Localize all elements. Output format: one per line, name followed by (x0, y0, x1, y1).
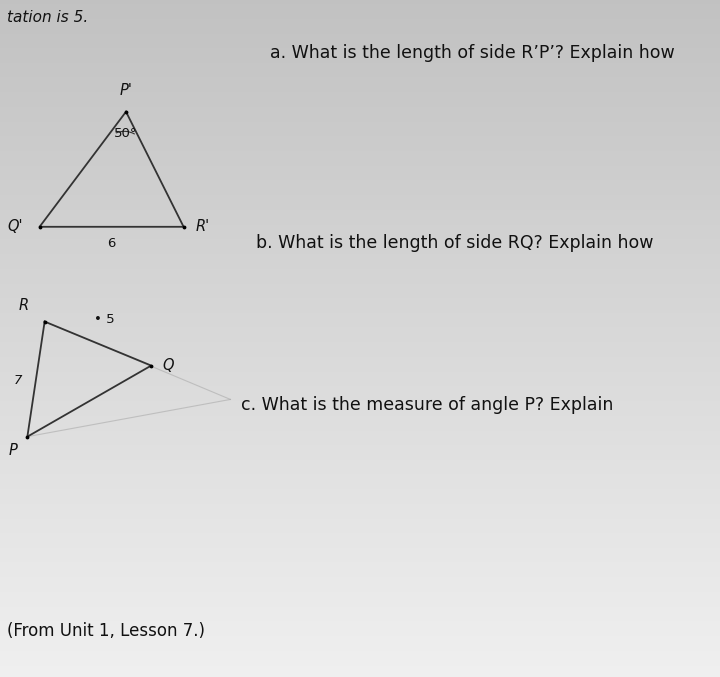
Text: Q': Q' (7, 219, 23, 234)
Text: c. What is the measure of angle P? Explain: c. What is the measure of angle P? Expla… (241, 396, 613, 414)
Text: R': R' (196, 219, 210, 234)
Text: R: R (19, 299, 29, 313)
Text: Q: Q (162, 358, 174, 373)
Text: 7: 7 (14, 374, 22, 387)
Text: b. What is the length of side RQ? Explain how: b. What is the length of side RQ? Explai… (256, 234, 653, 252)
Text: P: P (9, 443, 17, 458)
Text: tation is 5.: tation is 5. (7, 10, 89, 25)
Text: 50°: 50° (114, 127, 138, 140)
Text: a. What is the length of side R’P’? Explain how: a. What is the length of side R’P’? Expl… (270, 44, 675, 62)
Text: (From Unit 1, Lesson 7.): (From Unit 1, Lesson 7.) (7, 621, 205, 640)
Text: 6: 6 (107, 237, 116, 250)
Text: • 5: • 5 (94, 313, 114, 326)
Text: P': P' (120, 83, 132, 98)
